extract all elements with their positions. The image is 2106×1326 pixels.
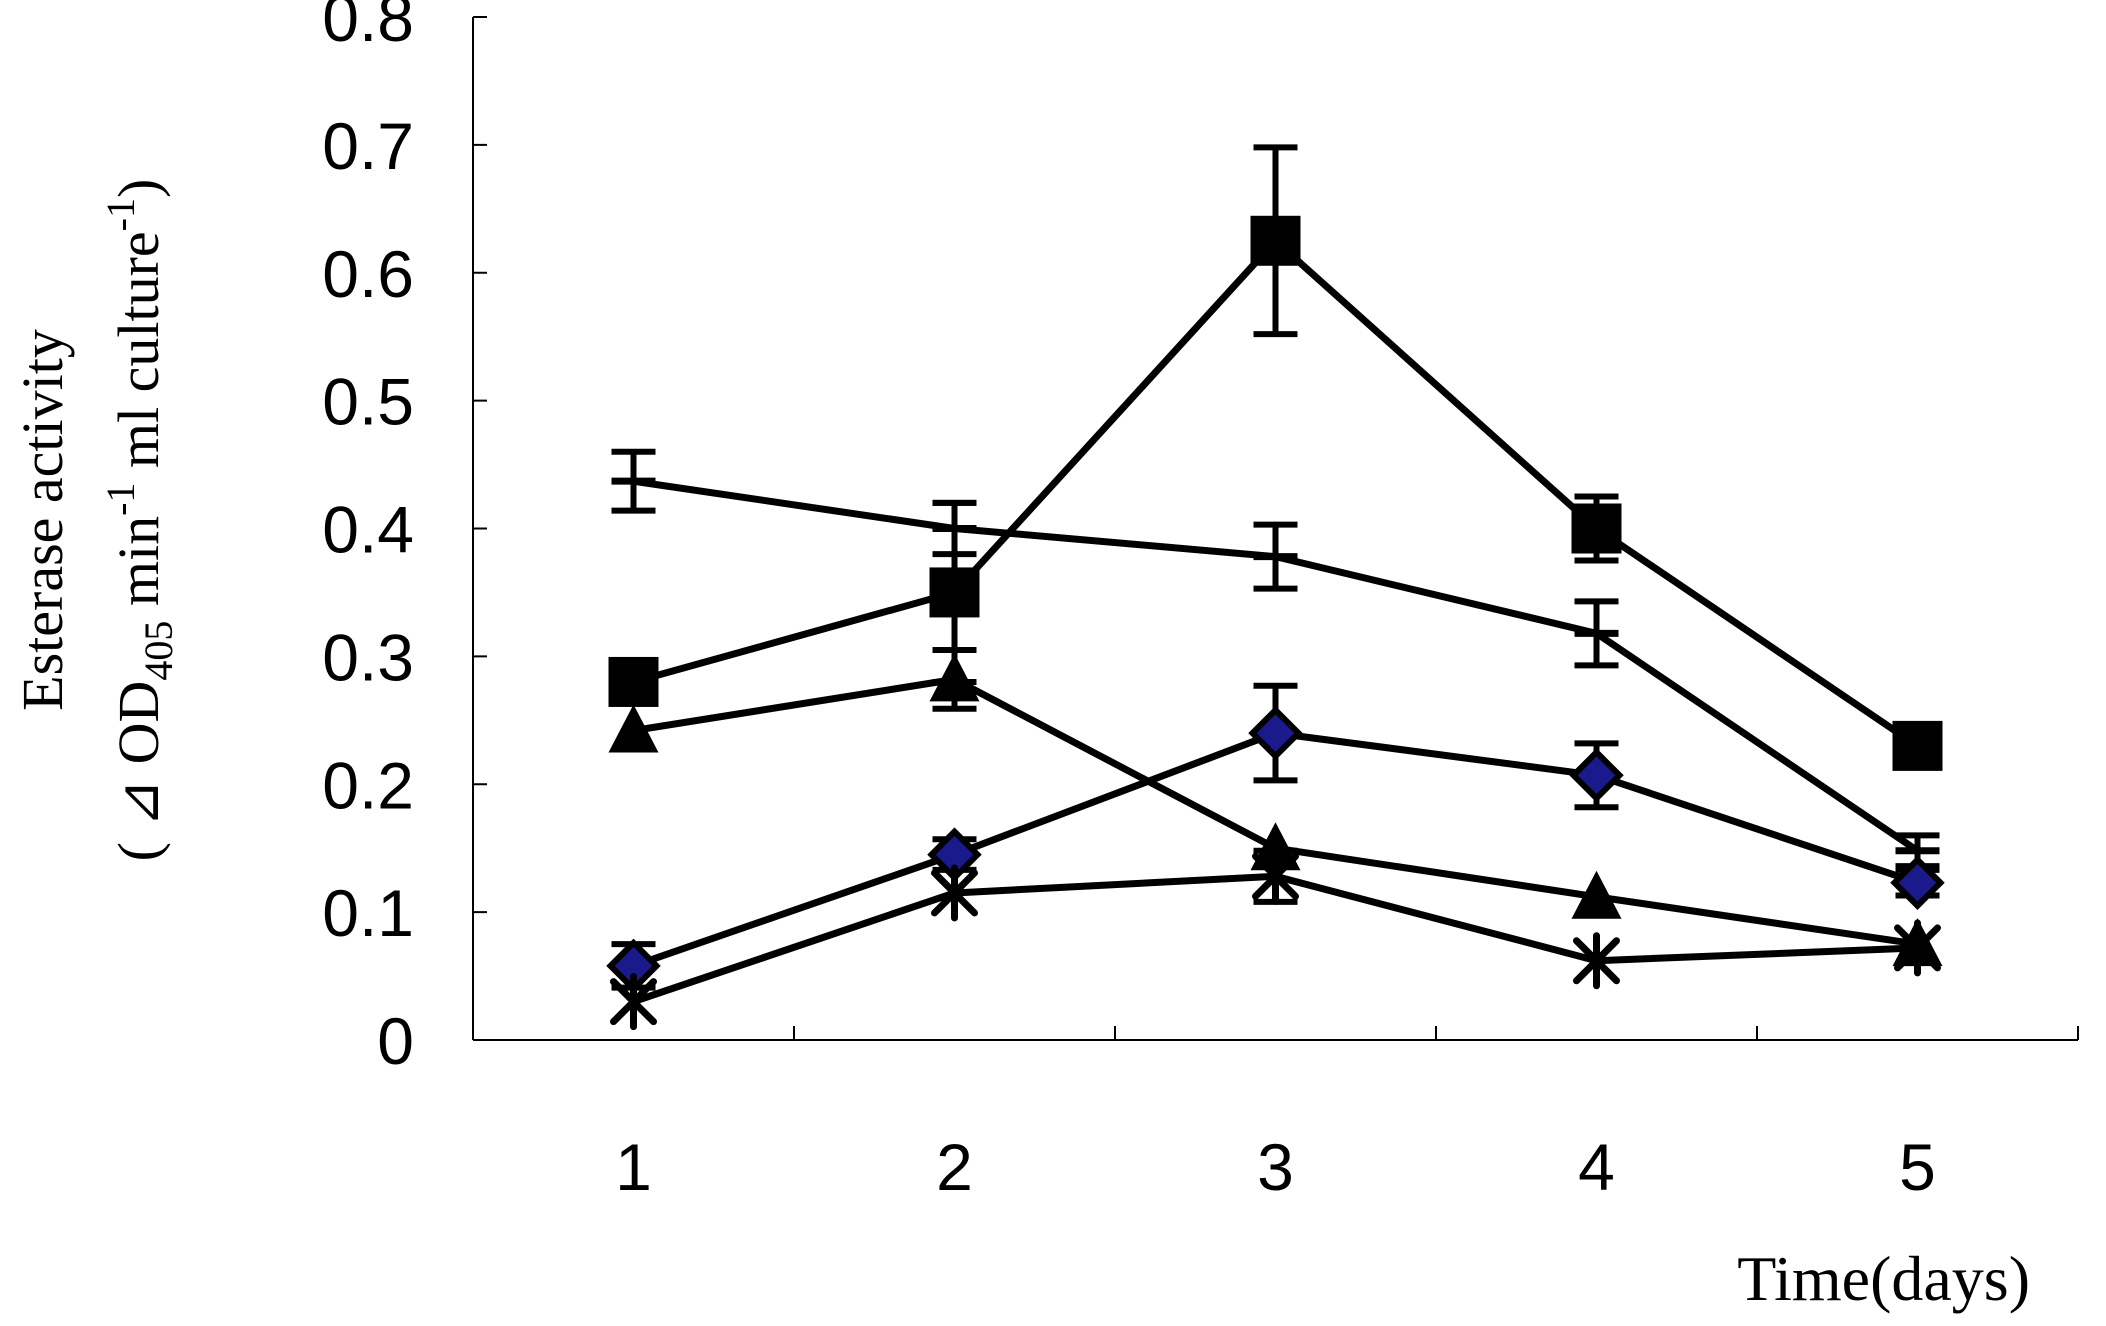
data-point-diamond xyxy=(1569,748,1624,803)
y-tick-label: 0.2 xyxy=(322,748,414,822)
data-point-star xyxy=(1573,932,1620,990)
y-tick-label: 0 xyxy=(377,1004,414,1078)
data-point-star xyxy=(1252,847,1299,905)
data-point-diamond xyxy=(1248,705,1303,761)
x-tick-label: 4 xyxy=(1578,1130,1615,1204)
y-tick-label: 0.4 xyxy=(322,493,414,567)
data-point-square xyxy=(608,656,659,707)
y-title-subscript: 405 xyxy=(136,621,181,681)
y-ticks: 0 0.1 0.2 0.3 0.4 0.5 0.6 0.7 0.8 xyxy=(322,0,487,1078)
y-title-superscript-2: -1 xyxy=(98,198,143,231)
x-tick-label: 3 xyxy=(1257,1130,1294,1204)
y-axis-title-line2: ( ⊿ OD405 min-1 ml culture-1) xyxy=(98,179,181,862)
data-point-triangle xyxy=(929,653,980,702)
x-tick-label: 2 xyxy=(936,1130,973,1204)
y-title-suffix: ) xyxy=(106,179,171,198)
y-title-prefix: ( ⊿ OD xyxy=(106,681,171,862)
y-tick-label: 0.7 xyxy=(322,109,414,183)
y-axis-title: Esterase activity ( ⊿ OD405 min-1 ml cul… xyxy=(10,179,181,862)
data-point-diamond xyxy=(1890,855,1945,910)
y-title-superscript-1: -1 xyxy=(98,483,143,516)
series-diamond xyxy=(606,682,1945,994)
data-point-star xyxy=(610,973,657,1031)
y-title-min: min xyxy=(106,516,171,621)
y-tick-label: 0.1 xyxy=(322,876,414,950)
data-point-star xyxy=(931,864,978,922)
y-tick-label: 0.8 xyxy=(322,0,414,55)
x-tick-label: 5 xyxy=(1899,1130,1936,1204)
x-ticks: 1 2 3 4 5 xyxy=(615,1026,2079,1204)
data-point-star xyxy=(1894,919,1941,977)
data-point-square xyxy=(1250,215,1301,266)
data-point-square xyxy=(929,567,980,618)
y-title-culture: ml culture xyxy=(106,231,171,482)
y-tick-label: 0.5 xyxy=(322,365,414,439)
data-point-square xyxy=(1892,720,1943,771)
y-tick-label: 0.6 xyxy=(322,237,414,311)
data-point-square xyxy=(1571,503,1622,554)
data-point-triangle xyxy=(1250,822,1301,871)
y-tick-label: 0.3 xyxy=(322,620,414,694)
series-layer xyxy=(606,144,1945,1031)
series-dash xyxy=(611,448,1940,870)
x-tick-label: 1 xyxy=(615,1130,652,1204)
y-axis-title-line1: Esterase activity xyxy=(10,329,75,711)
x-axis-title: Time(days) xyxy=(1737,1243,2030,1314)
series-star xyxy=(610,847,1941,1031)
data-point-triangle xyxy=(1571,870,1622,919)
data-point-triangle xyxy=(608,704,659,753)
series-square xyxy=(608,144,1943,771)
